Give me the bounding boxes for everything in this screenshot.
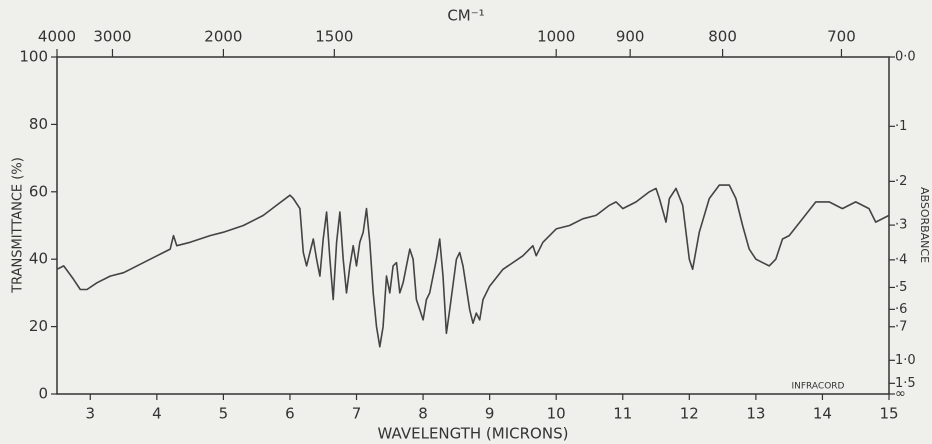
y-tick-label: 20 bbox=[29, 317, 48, 335]
y2-tick-label: ·5 bbox=[895, 280, 907, 295]
x-tick-label: 13 bbox=[746, 405, 765, 423]
x-tick-label: 7 bbox=[352, 405, 362, 423]
y2-tick-label: 0·0 bbox=[895, 50, 916, 65]
x2-tick-label: 700 bbox=[827, 28, 856, 46]
y2-tick-label: ·6 bbox=[895, 302, 907, 317]
y2-tick-label: ·7 bbox=[895, 319, 907, 334]
x-tick-label: 10 bbox=[547, 405, 566, 423]
spectrum-line bbox=[56, 184, 890, 348]
x2-tick-label: 3000 bbox=[93, 28, 131, 46]
y2-tick-label: ·4 bbox=[895, 252, 907, 267]
plot-frame bbox=[56, 56, 890, 395]
x2-tick-label: 800 bbox=[708, 28, 737, 46]
top-axis-title: CM⁻¹ bbox=[447, 7, 484, 25]
annotation: INFRACORD bbox=[791, 382, 844, 392]
x-tick-label: 4 bbox=[152, 405, 162, 423]
y2-tick-label: ·3 bbox=[895, 218, 907, 233]
y2-tick-label: 1·5 bbox=[895, 376, 916, 391]
y2-tick-label: ·2 bbox=[895, 174, 907, 189]
x-tick-label: 11 bbox=[613, 405, 632, 423]
x2-tick-label: 4000 bbox=[38, 28, 76, 46]
y-tick-label: 60 bbox=[29, 182, 48, 200]
x2-tick-label: 1000 bbox=[537, 28, 575, 46]
x-tick-label: 3 bbox=[86, 405, 96, 423]
x-tick-label: 12 bbox=[680, 405, 699, 423]
y-tick-label: 80 bbox=[29, 115, 48, 133]
y2-tick-label: ∞ bbox=[895, 387, 906, 402]
y2-axis-title: ABSORBANCE bbox=[918, 187, 931, 263]
x-tick-label: 14 bbox=[813, 405, 832, 423]
x-tick-label: 15 bbox=[879, 405, 898, 423]
x-tick-label: 8 bbox=[418, 405, 428, 423]
y2-tick-label: 1·0 bbox=[895, 353, 916, 368]
x-tick-label: 9 bbox=[485, 405, 495, 423]
x-tick-label: 5 bbox=[219, 405, 229, 423]
x-axis-title: WAVELENGTH (MICRONS) bbox=[378, 425, 569, 443]
y-axis-title: TRANSMITTANCE (%) bbox=[11, 157, 26, 294]
x2-tick-label: 1500 bbox=[315, 28, 353, 46]
x2-tick-label: 2000 bbox=[204, 28, 242, 46]
y-tick-label: 0 bbox=[38, 385, 48, 403]
y2-tick-label: ·1 bbox=[895, 119, 907, 134]
y-tick-label: 40 bbox=[29, 250, 48, 268]
y-tick-label: 100 bbox=[19, 48, 48, 66]
x2-tick-label: 900 bbox=[616, 28, 645, 46]
x-tick-label: 6 bbox=[285, 405, 295, 423]
